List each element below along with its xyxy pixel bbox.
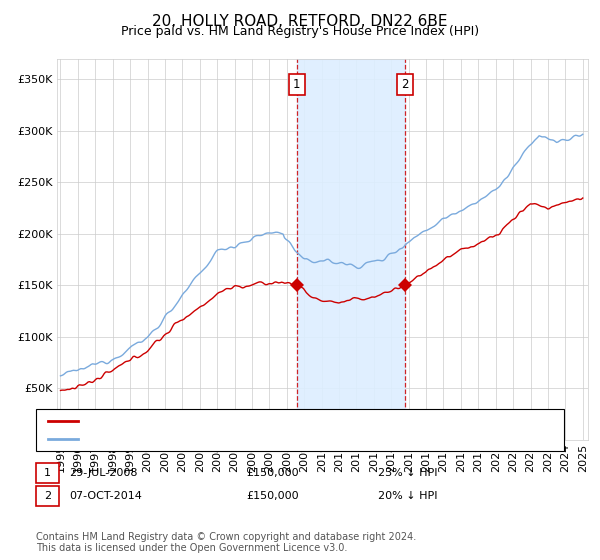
Text: 29-JUL-2008: 29-JUL-2008 <box>69 468 137 478</box>
Bar <box>297 59 404 440</box>
Text: 1: 1 <box>293 78 301 91</box>
Text: 2: 2 <box>401 78 409 91</box>
Text: 2: 2 <box>44 491 51 501</box>
Text: £150,000: £150,000 <box>246 491 299 501</box>
Text: 20, HOLLY ROAD, RETFORD, DN22 6BE: 20, HOLLY ROAD, RETFORD, DN22 6BE <box>152 14 448 29</box>
Text: 1: 1 <box>44 468 51 478</box>
Text: Contains HM Land Registry data © Crown copyright and database right 2024.
This d: Contains HM Land Registry data © Crown c… <box>36 531 416 553</box>
Text: 20% ↓ HPI: 20% ↓ HPI <box>378 491 437 501</box>
Text: 23% ↓ HPI: 23% ↓ HPI <box>378 468 437 478</box>
Text: 07-OCT-2014: 07-OCT-2014 <box>69 491 142 501</box>
Text: 20, HOLLY ROAD, RETFORD, DN22 6BE (detached house): 20, HOLLY ROAD, RETFORD, DN22 6BE (detac… <box>87 416 404 426</box>
Text: HPI: Average price, detached house, Bassetlaw: HPI: Average price, detached house, Bass… <box>87 434 350 444</box>
Text: £150,000: £150,000 <box>246 468 299 478</box>
Text: Price paid vs. HM Land Registry's House Price Index (HPI): Price paid vs. HM Land Registry's House … <box>121 25 479 38</box>
